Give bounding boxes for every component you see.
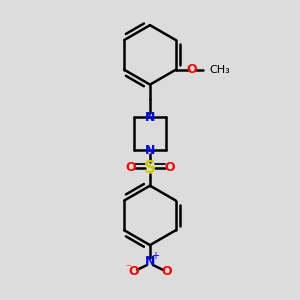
Text: N: N bbox=[145, 111, 155, 124]
Text: +: + bbox=[151, 251, 159, 261]
Text: O: O bbox=[128, 266, 139, 278]
Text: S: S bbox=[144, 159, 156, 177]
Text: O: O bbox=[187, 63, 197, 76]
Text: ⁻: ⁻ bbox=[125, 263, 130, 273]
Text: O: O bbox=[164, 161, 175, 174]
Text: O: O bbox=[161, 266, 172, 278]
Text: N: N bbox=[145, 143, 155, 157]
Text: N: N bbox=[145, 255, 155, 268]
Text: CH₃: CH₃ bbox=[209, 65, 230, 75]
Text: O: O bbox=[125, 161, 136, 174]
